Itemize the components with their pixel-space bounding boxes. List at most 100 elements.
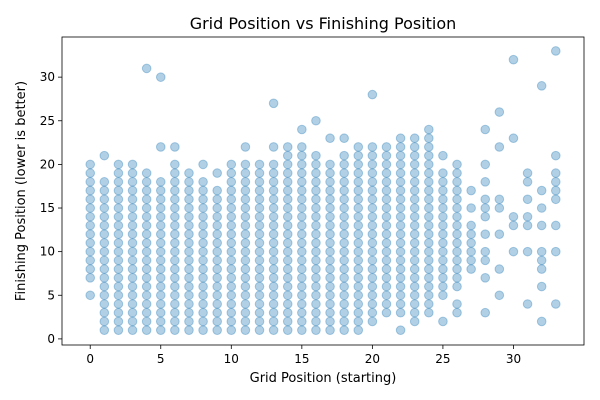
scatter-point (155, 255, 166, 266)
scatter-point (141, 316, 152, 327)
scatter-point (113, 316, 124, 327)
scatter-point (522, 246, 533, 257)
scatter-point (170, 142, 180, 152)
scatter-point (466, 203, 476, 213)
scatter-point (85, 203, 96, 213)
scatter-point (85, 264, 96, 274)
scatter-point (452, 307, 462, 318)
scatter-point (155, 290, 166, 301)
scatter-point (184, 281, 194, 292)
scatter-point (409, 185, 420, 196)
scatter-point (395, 255, 406, 266)
scatter-point (141, 194, 152, 205)
scatter-point (367, 281, 378, 292)
scatter-point (226, 220, 237, 231)
scatter-point (395, 264, 406, 274)
scatter-point (268, 290, 279, 301)
scatter-point (127, 168, 138, 178)
scatter-point (99, 325, 110, 335)
scatter-point (198, 229, 208, 239)
scatter-point (353, 316, 364, 327)
scatter-point (409, 220, 420, 231)
scatter-point (170, 316, 180, 327)
scatter-point (254, 264, 265, 274)
scatter-point (395, 168, 406, 178)
scatter-point (297, 255, 307, 266)
scatter-point (268, 299, 279, 309)
scatter-point (212, 281, 222, 292)
scatter-point (254, 273, 265, 283)
scatter-point (254, 177, 265, 187)
scatter-point (452, 194, 462, 205)
scatter-point (254, 238, 265, 248)
scatter-point (339, 168, 349, 178)
scatter-point (268, 211, 279, 222)
scatter-point (198, 264, 208, 274)
scatter-point (353, 325, 364, 335)
scatter-point (155, 316, 166, 327)
scatter-point (184, 238, 194, 248)
scatter-point (297, 177, 307, 187)
scatter-point (254, 290, 265, 301)
scatter-point (240, 168, 251, 178)
scatter-point (311, 238, 321, 248)
scatter-point (113, 211, 124, 222)
scatter-point (452, 299, 462, 309)
scatter-point (508, 211, 519, 222)
scatter-point (409, 203, 420, 213)
scatter-point (113, 229, 124, 239)
scatter-point (99, 220, 110, 231)
scatter-point (452, 273, 462, 283)
scatter-point (127, 325, 138, 335)
scatter-point (127, 177, 138, 187)
scatter-point (480, 159, 491, 170)
scatter-point (170, 325, 180, 335)
scatter-point (522, 194, 533, 205)
scatter-point (113, 290, 124, 301)
scatter-point (282, 238, 293, 248)
scatter-point (226, 211, 237, 222)
scatter-point (155, 72, 166, 82)
scatter-point (480, 211, 491, 222)
scatter-point (536, 255, 547, 266)
scatter-point (438, 185, 448, 196)
scatter-point (297, 150, 307, 161)
scatter-point (85, 229, 96, 239)
scatter-point (212, 203, 222, 213)
scatter-point (113, 185, 124, 196)
scatter-point (127, 238, 138, 248)
scatter-point (99, 307, 110, 318)
x-tick-label: 25 (435, 352, 450, 366)
scatter-point (339, 203, 349, 213)
scatter-point (452, 281, 462, 292)
scatter-points (85, 46, 561, 335)
scatter-point (212, 264, 222, 274)
scatter-point (254, 159, 265, 170)
scatter-point (184, 299, 194, 309)
scatter-point (240, 220, 251, 231)
scatter-point (424, 255, 434, 266)
scatter-point (240, 142, 251, 152)
scatter-point (184, 220, 194, 231)
scatter-point (494, 142, 505, 152)
scatter-point (141, 299, 152, 309)
scatter-point (170, 299, 180, 309)
scatter-point (155, 142, 166, 152)
scatter-point (99, 150, 110, 161)
scatter-point (170, 246, 180, 257)
scatter-point (550, 220, 561, 231)
scatter-point (536, 220, 547, 231)
scatter-point (113, 264, 124, 274)
scatter-point (212, 238, 222, 248)
scatter-point (268, 325, 279, 335)
scatter-point (381, 185, 392, 196)
scatter-point (184, 255, 194, 266)
scatter-point (353, 194, 364, 205)
scatter-point (170, 194, 180, 205)
scatter-point (184, 229, 194, 239)
scatter-point (99, 281, 110, 292)
scatter-point (353, 220, 364, 231)
scatter-point (452, 159, 462, 170)
scatter-point (466, 264, 476, 274)
scatter-point (339, 290, 349, 301)
